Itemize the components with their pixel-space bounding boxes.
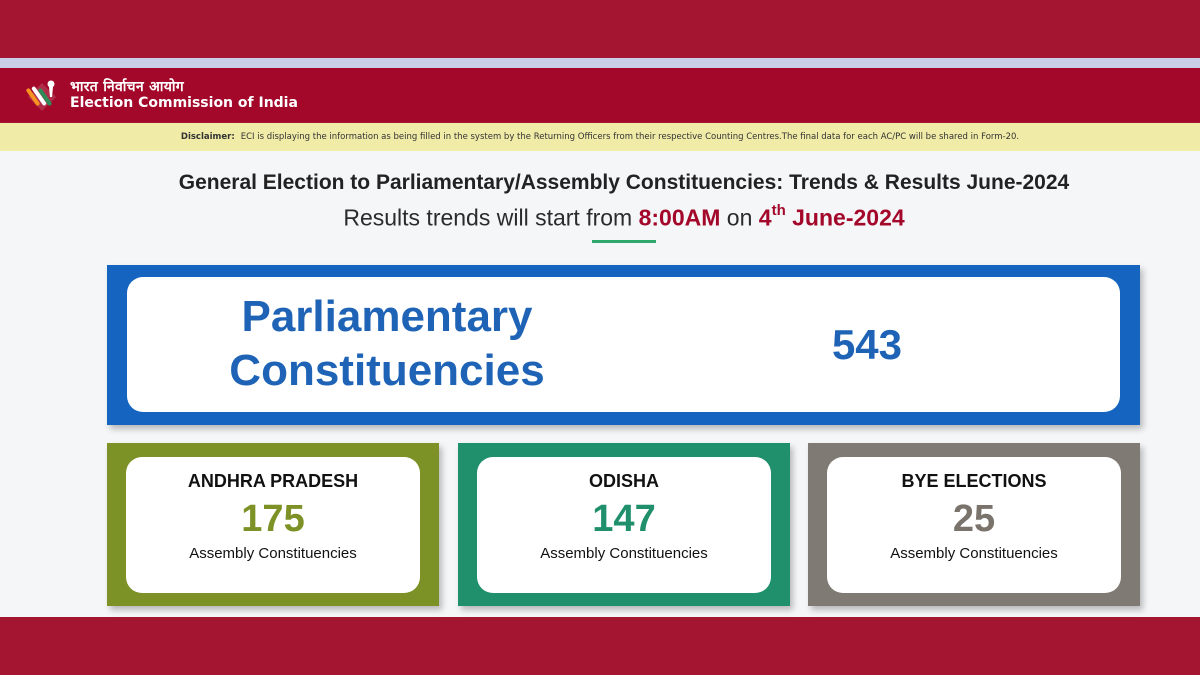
state-count: 25 [952, 498, 996, 540]
parliamentary-label-line2: Constituencies [229, 346, 545, 395]
state-count: 147 [592, 498, 656, 540]
subtitle-month: June-2024 [792, 204, 905, 231]
state-sublabel: Assembly Constituencies [189, 545, 357, 562]
disclaimer-label: Disclaimer: [180, 132, 235, 142]
state-name: ODISHA [588, 471, 659, 491]
state-sublabel: Assembly Constituencies [540, 545, 708, 562]
logo-english-title: Election Commission of India [70, 95, 298, 111]
disclaimer-bar: Disclaimer: ECI is displaying the inform… [0, 123, 1200, 151]
state-card-inner: ANDHRA PRADESH 175 Assembly Constituenci… [126, 457, 420, 593]
subtitle-on: on [726, 204, 753, 231]
logo-text[interactable]: भारत निर्वाचन आयोग Election Commission o… [70, 79, 298, 111]
state-name: ANDHRA PRADESH [187, 471, 359, 491]
state-card-inner: ODISHA 147 Assembly Constituencies [477, 457, 771, 593]
voting-finger-icon[interactable] [22, 75, 62, 115]
state-card-inner: BYE ELECTIONS 25 Assembly Constituencies [827, 457, 1121, 593]
subtitle-time: 8:00AM [638, 204, 721, 231]
title-underline [592, 240, 656, 243]
parliamentary-label-line1: Parliamentary [241, 292, 533, 341]
parliamentary-card-inner: Parliamentary Constituencies 543 [127, 277, 1120, 412]
disclaimer-text: ECI is displaying the information as bei… [240, 132, 1020, 142]
top-strip [0, 58, 1200, 68]
page-subtitle: Results trends will start from 8:00AM on… [0, 202, 1200, 232]
subtitle-day-suffix: th [771, 202, 786, 219]
main-content: General Election to Parliamentary/Assemb… [0, 151, 1200, 617]
state-name: BYE ELECTIONS [901, 471, 1047, 491]
subtitle-day: 4 [758, 204, 772, 231]
site-header: भारत निर्वाचन आयोग Election Commission o… [0, 68, 1200, 122]
bottom-frame [0, 617, 1200, 675]
state-card-bye-elections[interactable]: BYE ELECTIONS 25 Assembly Constituencies [808, 443, 1140, 606]
state-card-andhra-pradesh[interactable]: ANDHRA PRADESH 175 Assembly Constituenci… [107, 443, 439, 606]
parliamentary-card[interactable]: Parliamentary Constituencies 543 [107, 265, 1140, 425]
state-count: 175 [241, 498, 305, 540]
page-title: General Election to Parliamentary/Assemb… [178, 171, 1070, 194]
logo-hindi-title: भारत निर्वाचन आयोग [70, 78, 184, 95]
parliamentary-label: Parliamentary Constituencies [207, 290, 567, 398]
parliamentary-count: 543 [831, 321, 903, 368]
subtitle-prefix: Results trends will start from [343, 204, 633, 231]
state-card-odisha[interactable]: ODISHA 147 Assembly Constituencies [458, 443, 790, 606]
state-sublabel: Assembly Constituencies [890, 545, 1058, 562]
top-frame [0, 0, 1200, 58]
